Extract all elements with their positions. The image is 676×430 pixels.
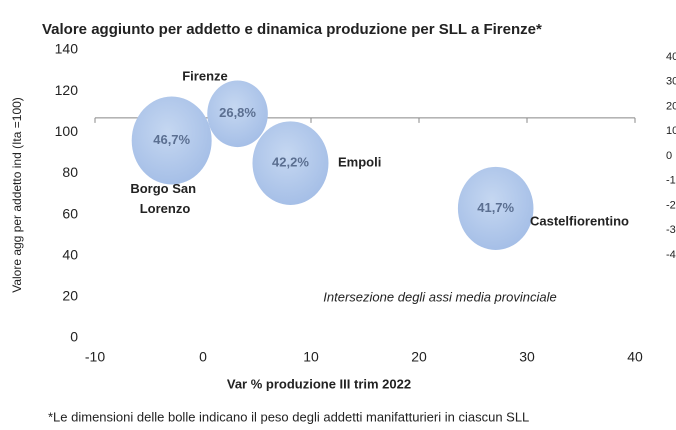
y-tick-label: 140 [55,41,79,57]
y-tick-label: 60 [62,205,78,221]
point-label: Empoli [338,154,381,169]
y2-tick-label: 10 [666,125,676,137]
value-label: 42,2% [272,155,309,170]
x-tick-label: 0 [199,349,207,365]
y2-tick-label: 20 [666,100,676,112]
x-tick-label: -10 [85,349,105,365]
chart-title: Valore aggiunto per addetto e dinamica p… [42,21,542,38]
footnote: *Le dimensioni delle bolle indicano il p… [48,409,529,424]
x-tick-label: 30 [519,349,535,365]
y-tick-label: 40 [62,246,78,262]
y2-tick-label: -20 [666,199,676,211]
point-label: Firenze [182,68,228,83]
x-tick-label: 40 [627,349,643,365]
y-tick-label: 20 [62,288,78,304]
x-axis-label: Var % produzione III trim 2022 [227,376,411,391]
y-tick-label: 120 [55,82,79,98]
point-label: Borgo San Lorenzo [130,181,199,216]
y2-tick-label: -40 [666,249,676,261]
y2-tick-label: 40 [666,51,676,63]
bubble [457,166,534,250]
bubble [252,121,329,205]
value-label: 46,7% [153,132,190,147]
bubble [207,80,268,148]
y2-tick-label: -30 [666,224,676,236]
y-tick-label: 80 [62,164,78,180]
y2-tick-label: 0 [666,150,672,162]
y2-tick-label: -10 [666,175,676,187]
y-axis-label: Valore agg per addetto ind (Ita =100) [10,97,24,293]
value-label: 26,8% [219,105,256,120]
y-tick-label: 0 [70,329,78,345]
annotation: Intersezione degli assi media provincial… [323,289,556,304]
x-tick-label: 10 [303,349,319,365]
y-tick-label: 100 [55,123,79,139]
point-label: Castelfiorentino [530,213,629,228]
bubble [131,96,212,185]
x-tick-label: 20 [411,349,427,365]
value-label: 41,7% [477,200,514,215]
y2-tick-label: 30 [666,76,676,88]
